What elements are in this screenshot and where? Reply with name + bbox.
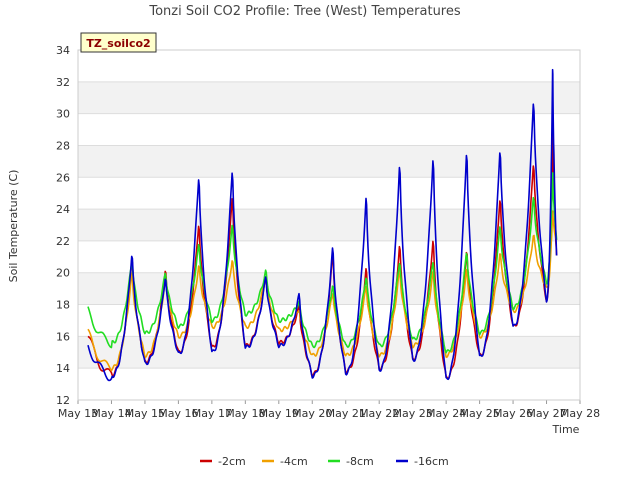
x-tick-label: May 24 [426, 407, 466, 420]
legend-label: -16cm [414, 455, 449, 468]
grid-band [78, 368, 580, 400]
y-tick-label: 18 [56, 299, 70, 312]
x-tick-label: May 17 [192, 407, 232, 420]
y-axis-ticks: 12 14 16 18 20 22 24 26 28 30 32 34 [56, 44, 70, 407]
y-tick-label: 16 [56, 330, 70, 343]
x-tick-label: May 18 [225, 407, 265, 420]
x-tick-label: May 16 [158, 407, 198, 420]
series-line-minus-4cm [87, 210, 558, 372]
grid-band [78, 336, 580, 369]
x-tick-label: May 20 [292, 407, 332, 420]
x-tick-label: May 22 [359, 407, 399, 420]
x-tick-label: May 13 [58, 407, 98, 420]
series-line-minus-16cm [87, 68, 558, 382]
y-tick-label: 22 [56, 235, 70, 248]
grid-band [78, 50, 580, 82]
x-tick-label: May 26 [493, 407, 533, 420]
x-tick-label: May 28 [560, 407, 600, 420]
legend: -2cm -4cm -8cm -16cm [200, 455, 449, 468]
x-tick-label: May 27 [526, 407, 566, 420]
x-tick-label: May 14 [91, 407, 131, 420]
legend-label: -2cm [218, 455, 246, 468]
x-tick-label: May 21 [326, 407, 366, 420]
y-tick-label: 24 [56, 203, 70, 216]
y-tick-label: 30 [56, 108, 70, 121]
x-tick-label: May 23 [393, 407, 433, 420]
legend-label: -4cm [280, 455, 308, 468]
x-tick-label: May 19 [259, 407, 299, 420]
grid-band [78, 177, 580, 210]
y-tick-label: 28 [56, 139, 70, 152]
y-tick-label: 12 [56, 394, 70, 407]
station-label-box: TZ_soilco2 [80, 32, 157, 53]
y-axis-label: Soil Temperature (C) [7, 170, 20, 283]
series-lines [87, 68, 558, 382]
legend-label: -8cm [346, 455, 374, 468]
x-tick-label: May 15 [125, 407, 165, 420]
y-tick-label: 32 [56, 76, 70, 89]
plot-frame [77, 49, 581, 401]
y-tick-label: 26 [56, 171, 70, 184]
x-tick-label: May 25 [459, 407, 499, 420]
grid-band [78, 145, 580, 178]
y-tick-label: 34 [56, 44, 70, 57]
x-axis-label: Time [552, 423, 580, 436]
grid-band [78, 81, 580, 114]
y-tick-label: 20 [56, 267, 70, 280]
station-label: TZ_soilco2 [86, 37, 150, 50]
grid-band [78, 113, 580, 146]
y-tick-label: 14 [56, 362, 70, 375]
chart-title: Tonzi Soil CO2 Profile: Tree (West) Temp… [148, 4, 461, 19]
